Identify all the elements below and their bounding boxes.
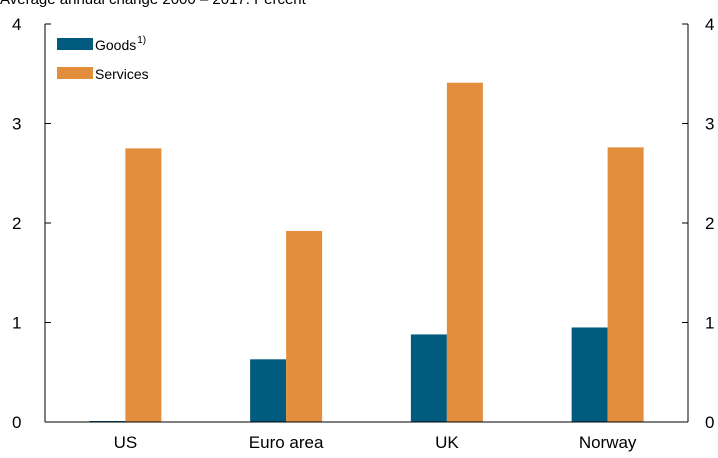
- y-tick-label-right: 2: [705, 214, 714, 233]
- bar-goods-uk: [410, 334, 447, 422]
- legend-label-goods: Goods: [95, 37, 136, 53]
- category-label: Norway: [579, 433, 637, 452]
- legend-swatch-services: [57, 67, 93, 79]
- y-tick-label-right: 0: [705, 413, 714, 432]
- category-labels: US Euro area UK Norway: [114, 433, 637, 452]
- category-label: Euro area: [249, 433, 324, 452]
- chart-subtitle: Average annual change 2000 – 2017. Perce…: [0, 0, 306, 8]
- y-tick-label-left: 4: [12, 15, 21, 34]
- bar-goods-euro-area: [250, 359, 287, 422]
- bars: [89, 82, 644, 422]
- legend: Goods 1) Services: [57, 35, 149, 82]
- legend-footnote-marker: 1): [137, 35, 146, 46]
- y-tick-label-left: 2: [12, 214, 21, 233]
- bar-goods-norway: [571, 327, 608, 422]
- bar-services-norway: [607, 147, 644, 422]
- bar-services-euro-area: [286, 230, 323, 422]
- bar-services-us: [125, 148, 162, 422]
- y-tick-label-right: 1: [705, 314, 714, 333]
- y-tick-label-left: 0: [12, 413, 21, 432]
- y-tick-label-right: 3: [705, 115, 714, 134]
- y-tick-label-left: 1: [12, 314, 21, 333]
- y-tick-label-right: 4: [705, 15, 714, 34]
- legend-swatch-goods: [57, 38, 93, 50]
- category-label: US: [114, 433, 138, 452]
- legend-label-services: Services: [95, 66, 149, 82]
- category-label: UK: [435, 433, 459, 452]
- y-axis-right: 0 1 2 3 4: [682, 15, 714, 432]
- y-tick-label-left: 3: [12, 115, 21, 134]
- bar-services-uk: [446, 82, 483, 422]
